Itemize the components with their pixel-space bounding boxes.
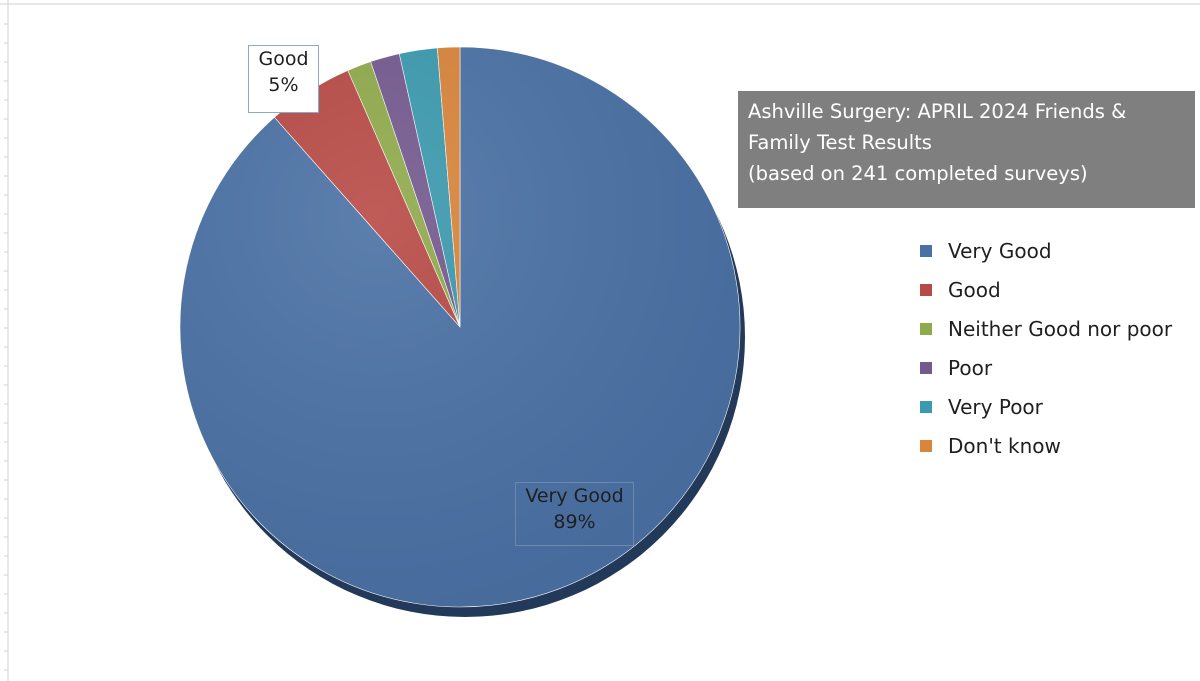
legend-item[interactable]: Very Good xyxy=(920,231,1172,270)
legend-label: Don't know xyxy=(948,433,1061,458)
chart-title[interactable]: Ashville Surgery: APRIL 2024 Friends & F… xyxy=(738,91,1195,208)
legend-swatch xyxy=(920,400,932,413)
legend-item[interactable]: Neither Good nor poor xyxy=(920,309,1172,348)
chart-title-line: (based on 241 completed surveys) xyxy=(748,162,1088,185)
data-label-very-good-value: 89% xyxy=(553,511,596,533)
legend-swatch xyxy=(920,361,932,374)
legend-item[interactable]: Very Poor xyxy=(920,387,1172,426)
legend-swatch xyxy=(920,439,932,452)
legend-swatch xyxy=(920,283,932,296)
chart-title-line: Family Test Results xyxy=(748,131,932,154)
data-label-good[interactable]: Good 5% xyxy=(248,45,319,113)
chart-legend[interactable]: Very Good Good Neither Good nor poor Poor Ve… xyxy=(920,231,1172,465)
data-label-very-good[interactable]: Very Good 89% xyxy=(515,482,634,546)
legend-label: Good xyxy=(948,277,1001,302)
legend-item[interactable]: Poor xyxy=(920,348,1172,387)
data-label-very-good-name: Very Good xyxy=(525,485,624,507)
legend-label: Very Good xyxy=(948,238,1052,263)
legend-item[interactable]: Good xyxy=(920,270,1172,309)
chart-title-line: Ashville Surgery: APRIL 2024 Friends & xyxy=(748,100,1127,123)
legend-swatch xyxy=(920,322,932,335)
legend-swatch xyxy=(920,244,932,257)
legend-label: Neither Good nor poor xyxy=(948,316,1173,341)
legend-label: Poor xyxy=(948,355,993,380)
data-label-good-value: 5% xyxy=(268,74,299,96)
legend-label: Very Poor xyxy=(948,394,1043,419)
legend-item[interactable]: Don't know xyxy=(920,426,1172,465)
data-label-good-name: Good xyxy=(258,48,309,70)
